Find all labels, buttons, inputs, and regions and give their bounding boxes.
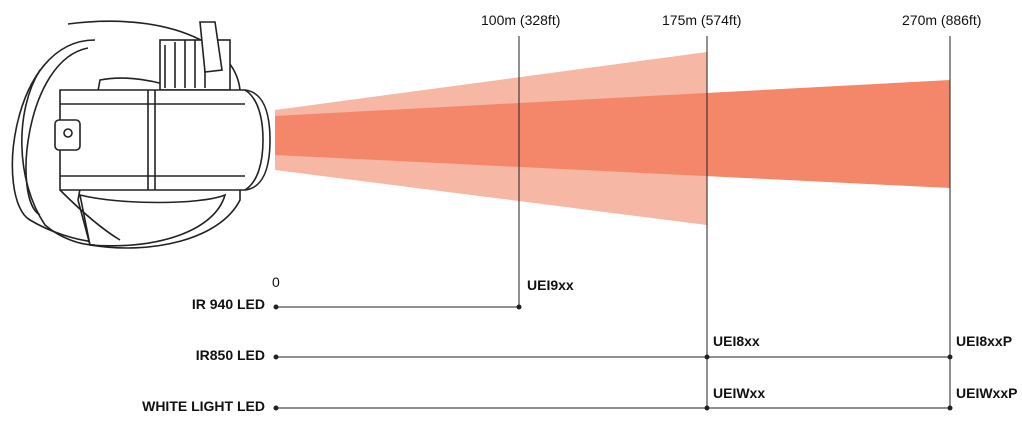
- dot-white-mid: [704, 405, 710, 411]
- dot-ir850-mid: [704, 354, 710, 360]
- led-label-white: WHITE LIGHT LED: [142, 398, 265, 414]
- distance-label-100m: 100m (328ft): [481, 12, 561, 28]
- dot-white-end: [947, 405, 953, 411]
- origin-label: 0: [272, 274, 280, 290]
- range-dots: [273, 304, 953, 411]
- led-label-ir850: IR850 LED: [195, 347, 265, 363]
- dot-ir850-end: [947, 354, 953, 360]
- model-label-uei8xx: UEI8xx: [713, 333, 760, 349]
- dot-white-start: [273, 405, 279, 411]
- model-label-ueiwxx: UEIWxx: [713, 385, 766, 401]
- led-range-lines: [276, 306, 950, 409]
- dot-ir940-start: [273, 304, 279, 310]
- model-label-uei8xxp: UEI8xxP: [956, 333, 1013, 349]
- distance-label-270m: 270m (886ft): [902, 12, 982, 28]
- distance-markers: [518, 36, 951, 410]
- dot-ir850-start: [273, 354, 279, 360]
- distance-label-175m: 175m (574ft): [662, 12, 742, 28]
- dot-ir940-end: [516, 304, 522, 310]
- led-label-ir940: IR 940 LED: [191, 296, 265, 312]
- camera-illustration: [11, 20, 271, 249]
- model-label-uei9xx: UEI9xx: [527, 277, 574, 293]
- model-label-ueiwxxp: UEIWxxP: [956, 385, 1018, 401]
- beam-270m-narrow: [275, 80, 950, 188]
